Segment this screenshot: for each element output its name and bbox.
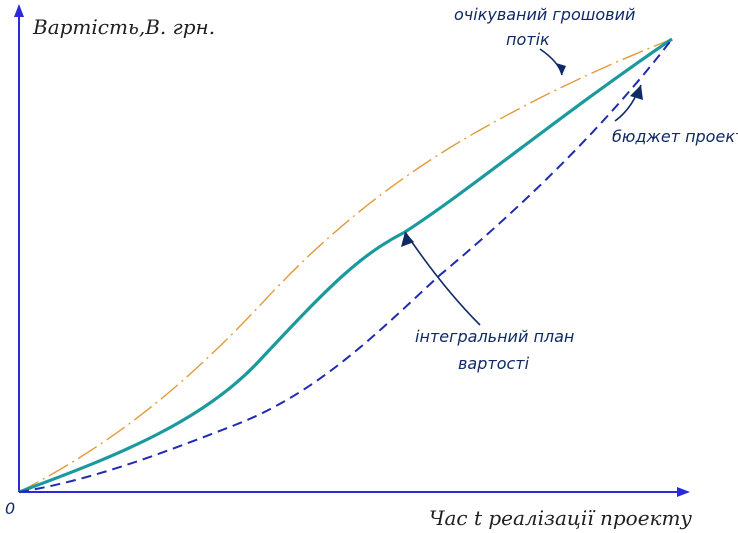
expected-flow-leader-arrowhead [556,63,566,75]
expected-flow-label-line-2: потік [506,30,550,49]
integral-leader [404,231,481,326]
integral-plan-curve [18,37,673,494]
integral-plan-label-line-2: вартості [458,354,530,373]
origin-label: 0 [5,499,15,518]
budget-leader-arrowhead [630,85,643,100]
y-axis-arrowhead [14,4,24,17]
pointers [401,48,643,326]
integral-plan-label-line-1: інтегральний план [415,327,574,346]
labels: Вартість,В. грн. Час t реалізації проект… [5,5,738,530]
expected-cash-flow-curve [18,38,673,493]
x-axis-arrowhead [677,487,690,497]
expected-flow-leader [539,48,563,76]
integral-leader-arrowhead [401,232,414,247]
curves [18,37,673,494]
expected-flow-label-line-1: очікуваний грошовий [454,5,635,24]
y-axis-title: Вартість,В. грн. [32,15,215,39]
budget-label: бюджет проекту [612,127,738,146]
axes [14,4,690,497]
x-axis-title: Час t реалізації проекту [429,506,692,530]
